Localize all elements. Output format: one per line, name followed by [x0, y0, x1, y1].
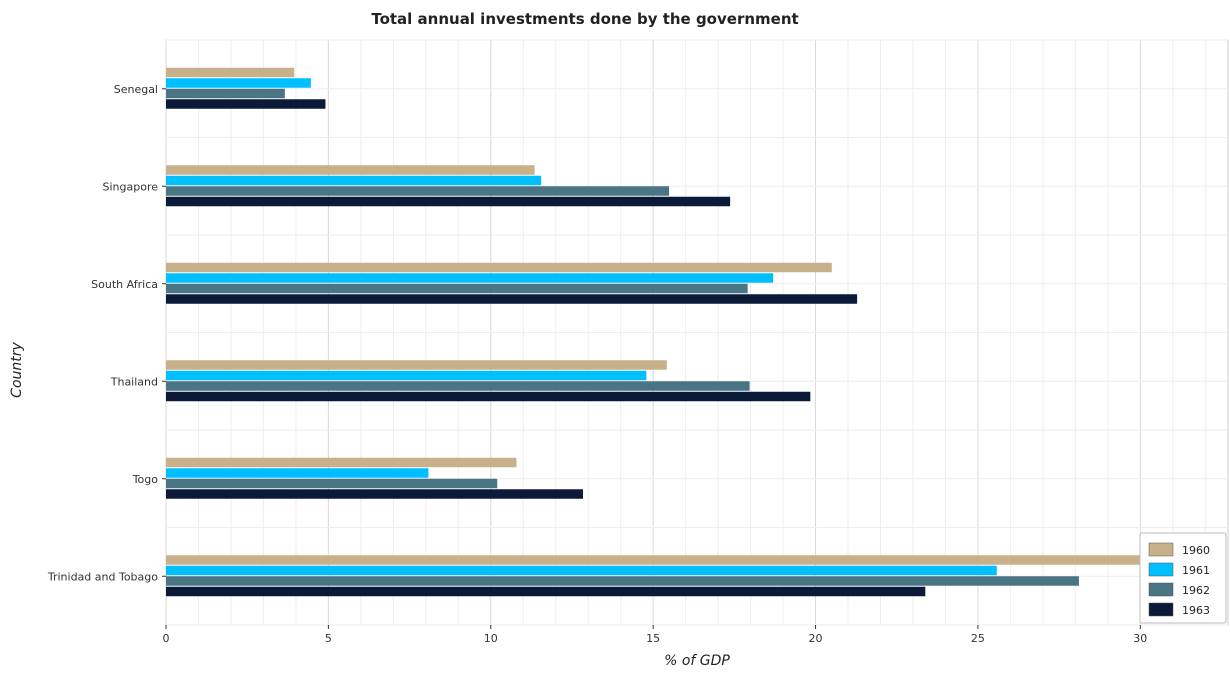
bar-1962-singapore [166, 186, 670, 196]
bar-1963-trinidad-and-tobago [166, 586, 926, 597]
bars-layer [166, 67, 1178, 597]
x-tick-label: 20 [809, 632, 823, 645]
x-tick-label: 10 [484, 632, 498, 645]
chart-title: Total annual investments done by the gov… [371, 10, 798, 28]
y-tick-label: Togo [132, 473, 159, 486]
legend-label-1962: 1962 [1182, 584, 1210, 597]
bar-1961-thailand [166, 370, 647, 381]
bar-1960-trinidad-and-tobago [166, 555, 1178, 565]
legend-label-1961: 1961 [1182, 564, 1210, 577]
bar-1963-south-africa [166, 294, 858, 304]
y-axis-label: Country [9, 341, 25, 397]
legend-swatch-1961 [1148, 562, 1174, 577]
bar-1961-togo [166, 468, 429, 478]
bar-1963-togo [166, 489, 584, 499]
legend: 1960 1961 1962 1963 [1139, 532, 1227, 624]
x-tick-label: 15 [646, 632, 660, 645]
bar-1961-trinidad-and-tobago [166, 565, 997, 576]
legend-swatch-1963 [1148, 602, 1174, 617]
bar-1960-togo [166, 457, 517, 468]
bar-1961-senegal [166, 78, 311, 88]
bar-1963-senegal [166, 99, 326, 109]
x-tick-label: 25 [971, 632, 985, 645]
grid-layer [165, 39, 1229, 626]
bar-1960-thailand [166, 360, 667, 370]
y-tick-label: Thailand [110, 375, 158, 388]
bar-1961-singapore [166, 175, 542, 186]
legend-swatch-1960 [1148, 542, 1174, 557]
y-tick-label: Trinidad and Tobago [47, 570, 158, 583]
bar-1962-trinidad-and-tobago [166, 576, 1079, 586]
bar-1962-senegal [166, 88, 285, 99]
bar-1962-togo [166, 478, 498, 489]
bar-1962-thailand [166, 381, 750, 391]
legend-swatch-1962 [1148, 582, 1174, 597]
y-tick-label: Senegal [114, 83, 158, 96]
bar-1963-thailand [166, 391, 811, 402]
legend-label-1963: 1963 [1182, 604, 1210, 617]
bar-1962-south-africa [166, 283, 748, 294]
legend-label-1960: 1960 [1182, 544, 1210, 557]
bar-1960-south-africa [166, 262, 832, 273]
bar-1963-singapore [166, 196, 731, 207]
bar-1960-senegal [166, 67, 295, 78]
y-tick-label: South Africa [91, 278, 158, 291]
x-tick-label: 5 [325, 632, 332, 645]
y-tick-label: Singapore [103, 180, 159, 193]
x-tick-label: 0 [163, 632, 170, 645]
x-tick-label: 30 [1133, 632, 1147, 645]
bar-1960-singapore [166, 165, 535, 175]
x-axis-label: % of GDP [664, 653, 730, 669]
axes-layer: Senegal Singapore South Africa Thailand Togo… [47, 83, 1147, 645]
bar-1961-south-africa [166, 273, 773, 283]
